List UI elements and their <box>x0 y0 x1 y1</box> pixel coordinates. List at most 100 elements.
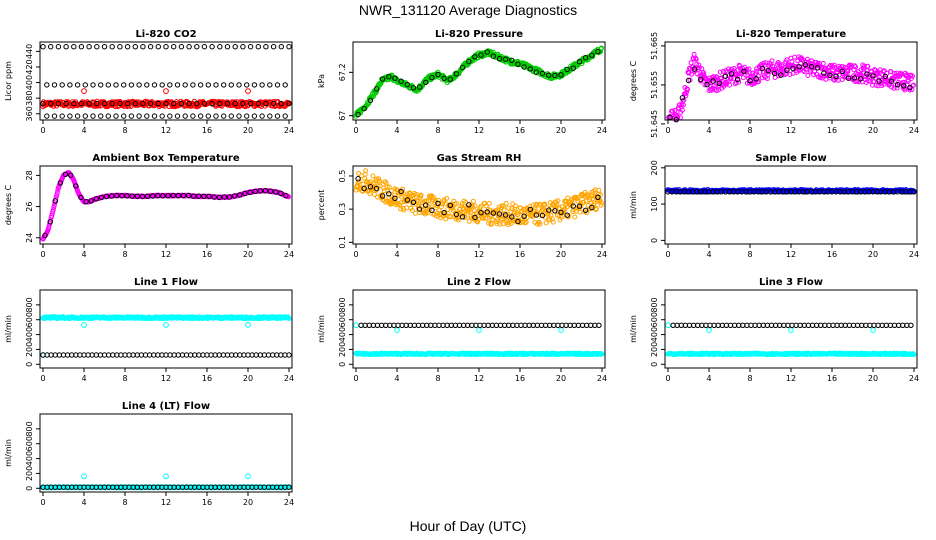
data-point <box>453 211 460 218</box>
data-point <box>876 78 882 84</box>
data-point <box>73 183 79 189</box>
data-point <box>398 200 404 206</box>
data-point <box>423 79 429 86</box>
y-tick-label: 800 <box>338 297 347 312</box>
data-point <box>62 171 69 178</box>
data-point <box>805 73 811 78</box>
data-point <box>374 176 379 182</box>
data-point <box>710 86 716 91</box>
data-point <box>546 207 552 213</box>
data-point <box>86 44 92 50</box>
data-point <box>144 193 151 199</box>
data-point <box>147 100 154 107</box>
data-point <box>435 200 441 207</box>
data-point <box>88 198 94 204</box>
data-point <box>523 219 529 225</box>
data-point <box>81 322 87 328</box>
data-point <box>737 63 743 69</box>
x-tick-label: 4 <box>81 250 86 259</box>
data-point <box>147 44 154 50</box>
data-point <box>888 78 895 84</box>
data-point <box>47 219 53 225</box>
data-point <box>251 82 258 88</box>
data-point <box>901 83 907 89</box>
data-point <box>484 209 490 215</box>
x-tick-label: 8 <box>122 126 127 135</box>
data-point <box>685 87 690 93</box>
y-axis-label: Licor ppm <box>4 61 13 101</box>
data-marks <box>665 187 917 195</box>
data-point <box>811 72 817 78</box>
data-point <box>515 211 521 217</box>
data-point <box>251 113 258 119</box>
data-marks <box>40 314 292 358</box>
y-axis-label: ml/min <box>4 439 13 467</box>
data-point <box>392 75 398 81</box>
x-tick-label: 8 <box>435 374 440 383</box>
data-point <box>82 82 89 88</box>
data-point <box>247 100 254 107</box>
data-point <box>833 73 839 80</box>
data-point <box>753 76 759 82</box>
data-point <box>121 113 127 119</box>
data-point <box>707 75 712 81</box>
x-tick-label: 24 <box>284 250 294 259</box>
data-point <box>217 44 223 50</box>
y-tick-label: 800 <box>650 297 659 312</box>
data-point <box>144 82 150 88</box>
data-point <box>54 192 60 198</box>
x-tick-label: 16 <box>515 374 525 383</box>
data-point <box>747 78 753 84</box>
data-point <box>232 44 238 50</box>
x-tick-label: 16 <box>827 250 837 259</box>
data-point <box>373 86 380 92</box>
x-tick-label: 4 <box>394 250 399 259</box>
data-point <box>688 60 694 66</box>
data-point <box>51 113 58 119</box>
data-point <box>552 208 558 214</box>
data-point <box>741 68 747 75</box>
data-point <box>98 82 104 88</box>
x-tick-label: 0 <box>665 250 670 259</box>
data-point <box>165 193 171 199</box>
x-tick-label: 0 <box>40 250 45 259</box>
data-point <box>486 201 492 206</box>
data-point <box>388 188 394 194</box>
chart-title: Li-820 CO2 <box>135 29 196 40</box>
data-point <box>589 52 595 58</box>
data-point <box>163 88 169 94</box>
x-tick-label: 24 <box>597 374 607 383</box>
data-point <box>894 82 901 88</box>
data-point <box>63 100 69 107</box>
data-point <box>90 113 96 119</box>
data-point <box>588 206 594 212</box>
data-point <box>788 327 794 334</box>
x-tick-label: 20 <box>868 374 878 383</box>
data-point <box>74 82 81 88</box>
plot-frame <box>39 165 293 245</box>
chart-title: Gas Stream RH <box>437 153 522 164</box>
x-tick-label: 8 <box>747 250 752 259</box>
y-tick-label: 600 <box>25 312 34 327</box>
x-tick-label: 12 <box>161 374 171 383</box>
data-point <box>132 100 139 107</box>
data-point <box>447 202 453 209</box>
data-point <box>414 191 419 197</box>
data-point <box>441 209 447 216</box>
y-tick-label: 24 <box>25 233 34 243</box>
data-point <box>386 74 392 80</box>
data-point <box>67 113 73 119</box>
data-point <box>398 188 404 195</box>
data-marks <box>40 170 291 242</box>
data-point <box>416 84 423 90</box>
data-point <box>398 206 404 212</box>
data-point <box>537 221 543 227</box>
data-point <box>51 204 57 210</box>
data-point <box>713 74 719 80</box>
data-point <box>908 76 914 81</box>
data-point <box>910 73 915 79</box>
x-tick-label: 12 <box>474 250 484 259</box>
